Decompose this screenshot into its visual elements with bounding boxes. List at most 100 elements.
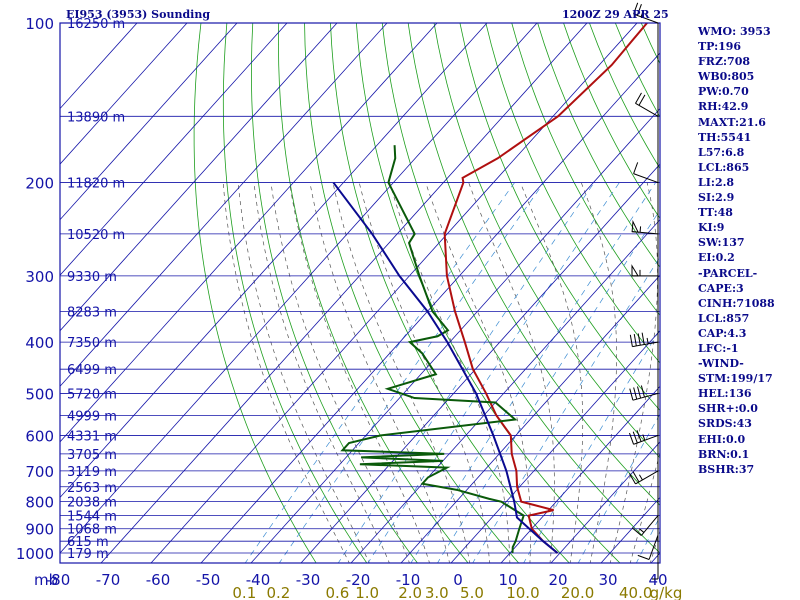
index-line: TH:5541 [698,130,752,144]
wind-barb [629,470,659,485]
pressure-tick-label: 500 [25,385,54,403]
temperature-tick-label: -80 [46,571,71,589]
dry-adiabat [485,23,660,364]
temperature-tick-label: 0 [453,571,463,589]
pressure-tick-label: 1000 [16,545,54,563]
moist-adiabat [389,182,511,563]
plot-frame [59,22,661,564]
index-line: SI:2.9 [698,191,735,205]
height-label: 615 m [67,535,109,550]
temperature-trace [443,23,648,554]
dry-adiabat [304,23,520,563]
height-label: 4999 m [67,409,117,424]
moist-adiabat [629,451,660,563]
wind-barb [652,553,659,580]
isotherm [300,163,660,563]
pressure-tick-label: 300 [25,268,54,286]
isotherm [60,23,538,554]
wind-barb [633,162,659,184]
mixing-ratio-label: 1.0 [355,584,379,600]
index-line: CAPE:3 [698,281,744,295]
index-line: SHR+:0.0 [698,402,758,416]
moist-adiabat [253,182,390,563]
index-line: EHI:0.0 [698,432,746,446]
temperature-tick-label: -70 [96,571,121,589]
index-line: SRDS:43 [698,417,752,431]
moist-adiabat [609,182,658,563]
temperature-tick-label: -10 [396,571,421,589]
index-line: L57:6.8 [698,145,745,159]
isotherm [550,441,660,563]
parcel-trace [332,181,559,554]
temperature-tick-label: -30 [296,571,321,589]
mixing-ratio-label: 0.2 [267,584,291,600]
pressure-tick-label: 400 [25,334,54,352]
wind-barb [631,219,659,235]
mixing-ratio-label: g/kg [650,584,683,600]
mixing-ratio-label: 2.0 [398,584,422,600]
mixing-ratio-line [577,413,660,563]
temperature-tick-label: -20 [346,571,371,589]
temperature-tick-label: -60 [146,571,171,589]
moist-adiabat [289,182,430,563]
index-line: -PARCEL- [698,266,758,280]
index-line: CINH:71088 [698,296,775,310]
pressure-tick-label: 900 [25,521,54,539]
mixing-ratio-line [367,182,620,563]
index-line: TP:196 [698,40,742,54]
mixing-ratio-label: 40.0 [619,584,652,600]
index-line: CAP:4.3 [698,326,747,340]
pressure-tick-label: 700 [25,463,54,481]
pressure-tick-label: 800 [25,494,54,512]
station-title: EI953 (3953) Sounding [66,8,211,21]
index-line: BRN:0.1 [698,447,750,461]
indices-panel: WMO: 3953 TP:196 FRZ:708 WB0:805 PW:0.70 RH:4… [698,24,775,477]
isotherm [250,107,660,563]
mixing-ratio-label: 5.0 [460,584,484,600]
moist-adiabat [468,182,555,563]
moist-adiabat [332,182,471,563]
dry-adiabat [407,23,660,506]
dry-adiabat [771,23,800,564]
wind-barb [629,332,659,348]
mixing-ratio-label: 3.0 [425,584,449,600]
isotherm [500,385,660,563]
height-label: 6499 m [67,363,117,378]
temperature-tick-label: 30 [598,571,617,589]
wind-barb [637,534,659,560]
dry-adiabat [222,23,368,563]
dry-adiabat [537,23,660,268]
isotherm [200,52,660,563]
isotherm [60,23,188,165]
isotherm [350,219,660,563]
mixing-ratio-label: 0.1 [232,584,256,600]
temperature-tick-label: 40 [648,571,667,589]
mixing-ratio-line [278,182,545,563]
moist-adiabat [358,182,491,563]
dewpoint-trace [340,145,525,554]
height-label: 7350 m [67,336,117,351]
index-line: KI:9 [698,221,725,235]
height-label: 8283 m [67,305,117,320]
index-line: MAXT:21.6 [698,115,766,129]
height-label: 4331 m [67,429,117,444]
wind-barb [633,2,659,24]
dry-adiabat [433,23,660,459]
mixing-ratio-label: 20.0 [561,584,594,600]
index-line: HEL:136 [698,387,752,401]
mixing-ratio-line [523,328,660,563]
index-line: STM:199/17 [698,372,773,386]
height-label: 13890 m [67,110,125,125]
temperature-tick-label: 10 [498,571,517,589]
index-line: FRZ:708 [698,55,751,69]
height-label: 2038 m [67,496,117,511]
height-label: 179 m [67,547,109,562]
index-line: LCL:857 [698,311,750,325]
temperature-tick-label: -40 [246,571,271,589]
index-line: PW:0.70 [698,85,749,99]
pressure-tick-label: 200 [25,175,54,193]
wind-barb [628,430,659,445]
height-label: 16250 m [67,17,125,32]
height-label: 1068 m [67,523,117,538]
